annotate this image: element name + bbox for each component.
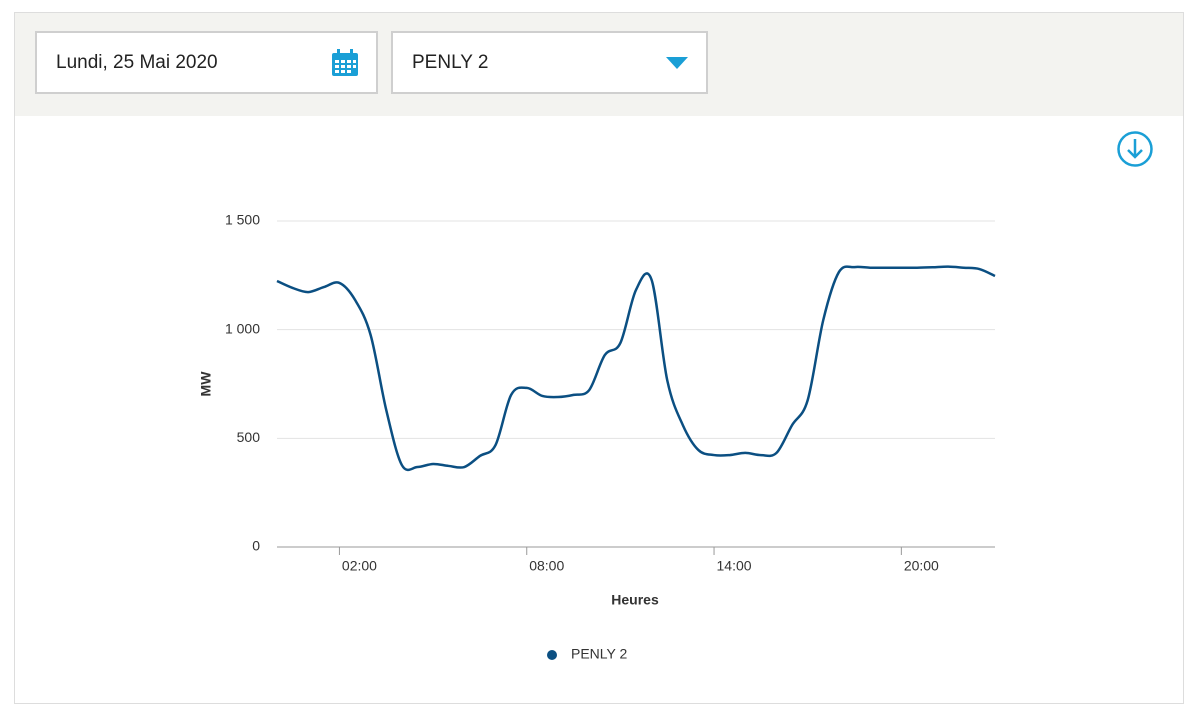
date-picker[interactable]: Lundi, 25 Mai 2020 xyxy=(35,31,378,94)
x-tick-label: 14:00 xyxy=(717,558,752,574)
y-axis-title: MW xyxy=(198,371,214,397)
y-tick-label: 500 xyxy=(237,429,261,445)
download-button[interactable] xyxy=(1117,131,1153,167)
x-axis-title: Heures xyxy=(611,592,659,608)
panel: Lundi, 25 Mai 2020 PENLY 2 xyxy=(14,12,1184,704)
x-tick-label: 02:00 xyxy=(342,558,377,574)
unit-select[interactable]: PENLY 2 xyxy=(391,31,708,94)
toolbar: Lundi, 25 Mai 2020 PENLY 2 xyxy=(15,13,1183,116)
select-value: PENLY 2 xyxy=(412,51,489,73)
date-value: Lundi, 25 Mai 2020 xyxy=(56,51,218,73)
dropdown-arrow xyxy=(666,57,688,69)
legend-label: PENLY 2 xyxy=(571,646,628,662)
series-line xyxy=(276,265,996,472)
y-tick-label: 1 000 xyxy=(225,320,260,336)
y-tick-label: 1 500 xyxy=(225,212,260,228)
x-tick-label: 20:00 xyxy=(904,558,939,574)
legend-marker xyxy=(547,650,557,660)
x-tick-label: 08:00 xyxy=(529,558,564,574)
calendar-icon xyxy=(332,49,358,76)
y-tick-label: 0 xyxy=(252,538,260,554)
